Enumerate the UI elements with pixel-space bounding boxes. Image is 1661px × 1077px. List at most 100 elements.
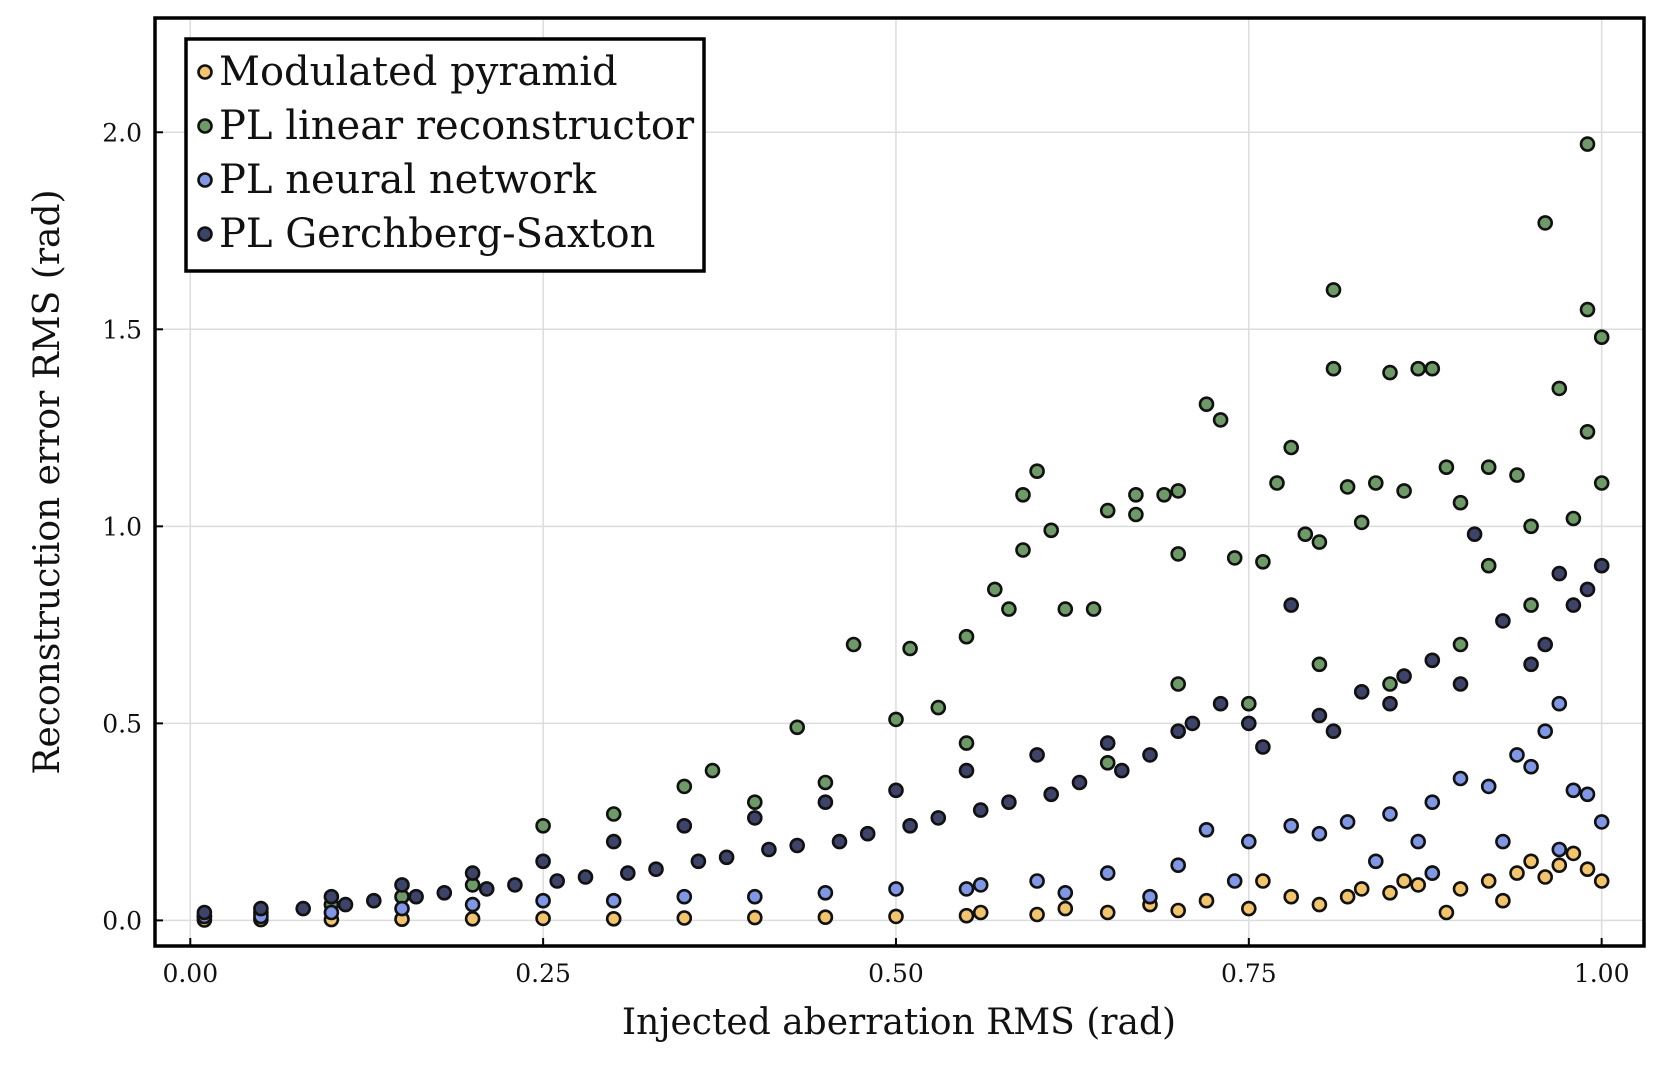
scatter-point	[1593, 873, 1610, 889]
scatter-point	[464, 910, 481, 927]
scatter-point	[888, 782, 904, 799]
scatter-point	[1283, 597, 1299, 613]
scatter-point	[1480, 557, 1497, 574]
scatter-point	[549, 873, 566, 889]
scatter-point	[1509, 865, 1525, 881]
scatter-point	[1241, 900, 1257, 917]
scatter-point	[1368, 853, 1384, 870]
scatter-point	[1537, 636, 1553, 653]
scatter-point	[535, 853, 551, 870]
scatter-point	[1099, 865, 1116, 881]
series-2	[196, 695, 1610, 925]
scatter-point	[1579, 581, 1596, 598]
scatter-point	[1142, 747, 1158, 763]
series-1	[196, 136, 1610, 925]
scatter-point	[1283, 439, 1299, 456]
scatter-point	[1537, 869, 1553, 885]
scatter-point	[577, 869, 594, 885]
scatter-point	[1523, 656, 1539, 673]
scatter-point	[1057, 900, 1074, 917]
scatter-point	[1170, 546, 1186, 562]
scatter-point	[1424, 360, 1441, 377]
scatter-point	[1452, 770, 1469, 787]
scatter-point	[1043, 786, 1059, 803]
scatter-point	[1565, 845, 1582, 862]
scatter-point	[1480, 778, 1497, 795]
scatter-point	[902, 640, 918, 657]
scatter-point	[817, 884, 834, 901]
scatter-point	[1283, 817, 1299, 834]
scatter-point	[1382, 806, 1398, 822]
scatter-point	[761, 841, 777, 858]
scatter-point	[1269, 475, 1285, 491]
axis-ticks	[155, 131, 1603, 946]
scatter-point	[1452, 676, 1469, 692]
scatter-point	[464, 865, 481, 881]
scatter-point	[1226, 550, 1243, 566]
scatter-point	[1015, 542, 1031, 558]
scatter-point	[676, 910, 693, 926]
scatter-point	[888, 908, 904, 925]
scatter-point	[1551, 841, 1568, 858]
scatter-point	[1339, 814, 1356, 830]
scatter-point	[605, 806, 622, 822]
legend-marker	[197, 226, 213, 242]
scatter-point	[1495, 833, 1511, 850]
scatter-point	[1396, 668, 1412, 684]
scatter-point	[1226, 873, 1243, 889]
scatter-point	[1297, 526, 1314, 543]
x-tick-label: 0.00	[162, 959, 218, 988]
y-tick-label: 0.5	[102, 709, 142, 738]
scatter-point	[1579, 301, 1596, 318]
scatter-point	[1565, 597, 1582, 613]
scatter-point	[1551, 380, 1568, 397]
scatter-point	[605, 892, 622, 909]
scatter-point	[1198, 821, 1215, 838]
y-tick-labels: 0.0 0.5 1.0 1.5 2.0	[102, 118, 142, 935]
scatter-point	[1565, 510, 1582, 527]
scatter-point	[1509, 747, 1525, 763]
x-tick-label: 0.25	[515, 959, 571, 988]
scatter-point	[1396, 873, 1412, 889]
scatter-point	[831, 833, 848, 850]
scatter-point	[1382, 884, 1398, 901]
x-axis-label: Injected aberration RMS (rad)	[622, 1002, 1176, 1043]
scatter-point	[1551, 565, 1568, 582]
scatter-point	[1382, 364, 1398, 381]
y-axis-label: Reconstruction error RMS (rad)	[27, 189, 68, 774]
scatter-point	[1212, 695, 1229, 712]
scatter-point	[1156, 486, 1172, 503]
scatter-point	[1452, 636, 1469, 653]
scatter-point	[1452, 494, 1469, 511]
scatter-point	[1170, 676, 1186, 692]
scatter-point	[958, 881, 975, 897]
y-tick-label: 2.0	[102, 118, 142, 147]
scatter-point	[1311, 534, 1328, 550]
scatter-point	[648, 861, 664, 878]
scatter-point	[1099, 754, 1116, 771]
scatter-point	[1311, 707, 1328, 724]
scatter-point	[1593, 557, 1610, 574]
x-tick-label: 0.50	[868, 959, 924, 988]
scatter-point	[1212, 412, 1229, 428]
scatter-point	[365, 892, 382, 909]
legend-label: PL Gerchberg-Saxton	[219, 211, 655, 257]
scatter-point	[605, 910, 622, 927]
scatter-point	[1255, 873, 1271, 889]
scatter-point	[408, 888, 424, 905]
scatter-point	[1480, 873, 1497, 889]
scatter-point	[1579, 423, 1596, 440]
scatter-point	[817, 794, 834, 811]
scatter-point	[1410, 360, 1426, 377]
plot-frame	[153, 16, 1646, 948]
legend-label: PL linear reconstructor	[219, 103, 695, 149]
scatter-point	[888, 711, 904, 728]
scatter-point	[746, 794, 763, 811]
scatter-point	[295, 900, 312, 917]
scatter-point	[1128, 506, 1144, 523]
scatter-point	[986, 581, 1003, 598]
scatter-point	[1198, 396, 1215, 413]
scatter-point	[930, 810, 947, 826]
scatter-point	[1043, 522, 1059, 539]
scatter-point	[1452, 881, 1469, 897]
